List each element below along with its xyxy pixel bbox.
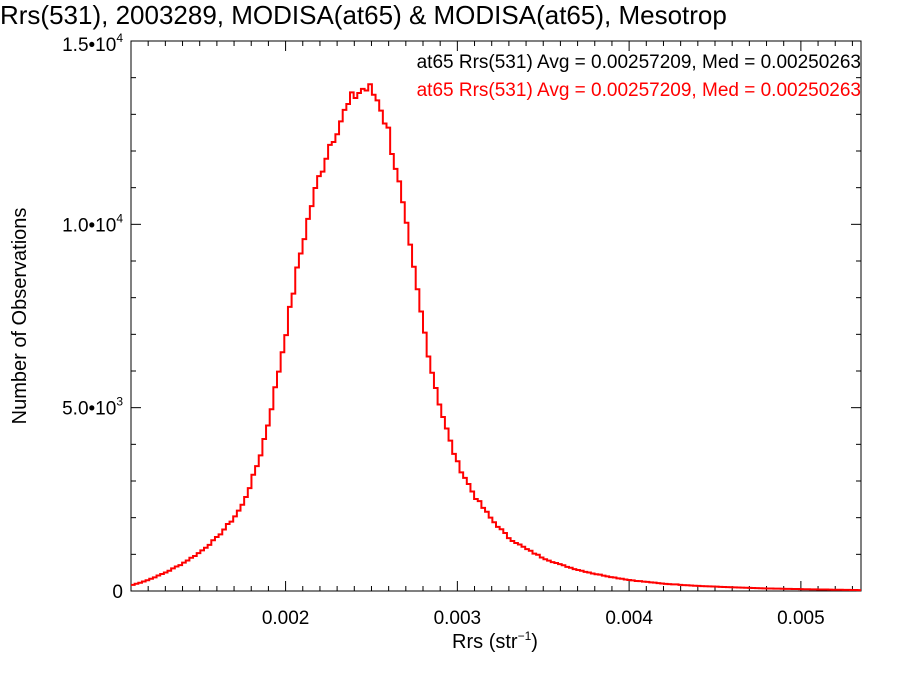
y-tick-label: 1.0•104 xyxy=(62,211,123,236)
x-tick-label: 0.005 xyxy=(777,608,825,629)
y-tick-label: 1.5•104 xyxy=(62,31,123,56)
x-axis-ticks: 0.002 0.003 0.004 0.005 xyxy=(130,41,853,629)
x-axis-label: Rrs (str−1) xyxy=(452,629,538,653)
x-axis-label-suffix: ) xyxy=(531,631,538,653)
x-tick-label: 0.004 xyxy=(605,608,653,629)
y-tick-label: 5.0•103 xyxy=(62,395,123,420)
legend-entry-black: at65 Rrs(531) Avg = 0.00257209, Med = 0.… xyxy=(417,52,861,73)
x-axis-label-exponent: −1 xyxy=(518,629,532,643)
y-tick-label: 0 xyxy=(112,582,123,603)
x-tick-label: 0.003 xyxy=(434,608,482,629)
chart-title: Rrs(531), 2003289, MODISA(at65) & MODISA… xyxy=(0,0,727,30)
y-axis-label: Number of Observations xyxy=(9,208,31,425)
series-histogram-line xyxy=(131,83,861,592)
legend-entry-red: at65 Rrs(531) Avg = 0.00257209, Med = 0.… xyxy=(417,80,861,101)
y-axis-ticks: 0 5.0•103 1.0•104 1.5•104 xyxy=(62,31,861,603)
plot-frame xyxy=(130,40,862,592)
x-tick-label: 0.002 xyxy=(262,608,310,629)
x-axis-label-main: Rrs (str xyxy=(452,631,518,653)
